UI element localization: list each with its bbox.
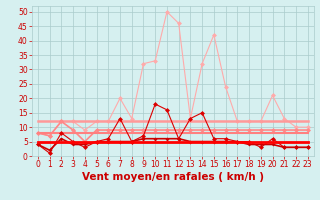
X-axis label: Vent moyen/en rafales ( km/h ): Vent moyen/en rafales ( km/h ) [82,172,264,182]
